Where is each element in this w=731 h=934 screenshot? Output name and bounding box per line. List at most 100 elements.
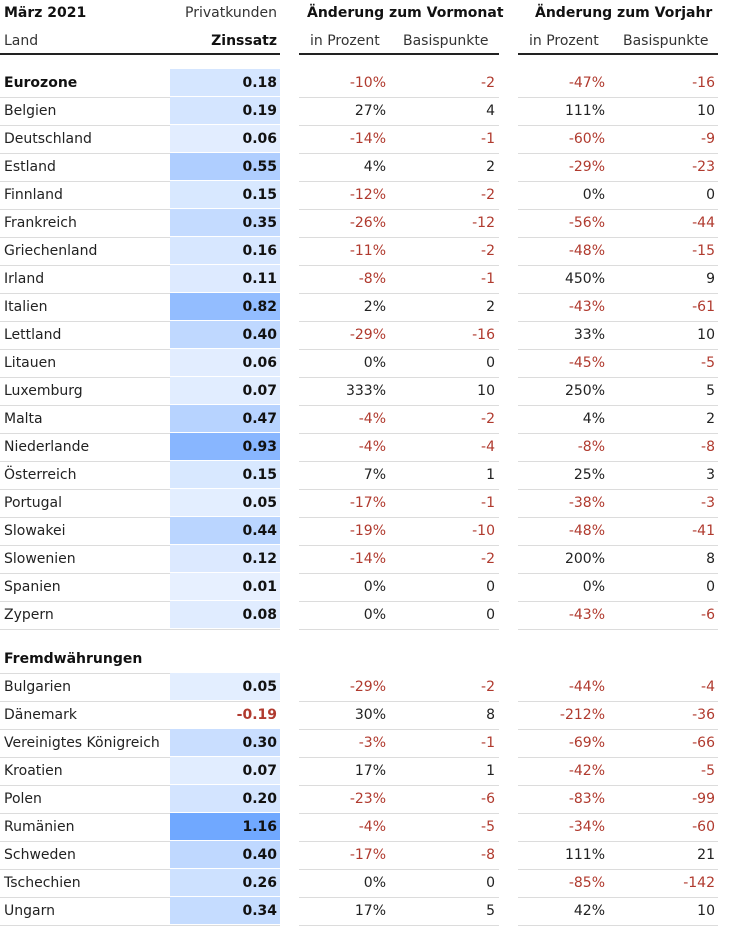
row-divider bbox=[518, 517, 718, 518]
row-divider bbox=[299, 601, 499, 602]
year-bp-value: -44 bbox=[692, 215, 715, 231]
rate-value: 0.01 bbox=[242, 579, 277, 595]
rate-value: 0.30 bbox=[242, 735, 277, 751]
rate-value: 0.11 bbox=[242, 271, 277, 287]
year-bp-value: -99 bbox=[692, 791, 715, 807]
year-bp-value: -61 bbox=[692, 299, 715, 315]
year-bp-value: -16 bbox=[692, 75, 715, 91]
rate-cell-bg bbox=[170, 97, 280, 124]
country-label: Vereinigtes Königreich bbox=[4, 735, 160, 751]
row-divider bbox=[299, 897, 499, 898]
year-bp-value: 10 bbox=[697, 327, 715, 343]
rate-cell-bg bbox=[170, 785, 280, 812]
row-divider bbox=[0, 433, 280, 434]
rate-value: 0.08 bbox=[242, 607, 277, 623]
country-label: Finnland bbox=[4, 187, 63, 203]
country-label: Kroatien bbox=[4, 763, 63, 779]
year-pct-value: -85% bbox=[568, 875, 605, 891]
row-divider bbox=[299, 545, 499, 546]
month-pct-value: 0% bbox=[363, 579, 386, 595]
rate-value: 0.20 bbox=[242, 791, 277, 807]
month-pct-value: -26% bbox=[349, 215, 386, 231]
rate-cell-bg bbox=[170, 125, 280, 152]
header-group-month: Änderung zum Vormonat bbox=[307, 5, 504, 21]
row-divider bbox=[518, 489, 718, 490]
country-label: Litauen bbox=[4, 355, 57, 371]
header-month-pct: in Prozent bbox=[310, 33, 380, 49]
row-divider bbox=[518, 293, 718, 294]
year-bp-value: -8 bbox=[701, 439, 715, 455]
rate-value: 0.55 bbox=[242, 159, 277, 175]
country-label: Spanien bbox=[4, 579, 61, 595]
row-divider bbox=[0, 153, 280, 154]
row-divider bbox=[0, 869, 280, 870]
month-bp-value: -2 bbox=[481, 187, 495, 203]
rate-cell-bg bbox=[170, 293, 280, 320]
row-divider bbox=[518, 349, 718, 350]
row-divider bbox=[518, 925, 718, 926]
month-pct-value: -14% bbox=[349, 551, 386, 567]
year-pct-value: 42% bbox=[573, 903, 605, 919]
month-pct-value: -4% bbox=[358, 411, 386, 427]
row-divider bbox=[299, 125, 499, 126]
month-bp-value: -1 bbox=[481, 131, 495, 147]
rate-cell-bg bbox=[170, 237, 280, 264]
country-label: Malta bbox=[4, 411, 43, 427]
month-pct-value: 2% bbox=[363, 299, 386, 315]
year-pct-value: -45% bbox=[568, 355, 605, 371]
row-divider bbox=[518, 321, 718, 322]
year-pct-value: 111% bbox=[564, 103, 605, 119]
month-bp-value: 0 bbox=[486, 875, 495, 891]
year-bp-value: -142 bbox=[683, 875, 715, 891]
year-bp-value: -3 bbox=[701, 495, 715, 511]
rate-cell-bg bbox=[170, 517, 280, 544]
year-pct-value: -83% bbox=[568, 791, 605, 807]
year-pct-value: -69% bbox=[568, 735, 605, 751]
row-divider bbox=[299, 701, 499, 702]
row-divider bbox=[518, 125, 718, 126]
row-divider bbox=[518, 433, 718, 434]
rate-value: 0.15 bbox=[242, 187, 277, 203]
month-bp-value: 0 bbox=[486, 607, 495, 623]
row-divider bbox=[0, 813, 280, 814]
month-bp-value: 2 bbox=[486, 159, 495, 175]
month-pct-value: -29% bbox=[349, 679, 386, 695]
month-pct-value: -17% bbox=[349, 495, 386, 511]
rate-cell-bg bbox=[170, 897, 280, 924]
month-pct-value: -11% bbox=[349, 243, 386, 259]
row-divider bbox=[299, 349, 499, 350]
rate-cell-bg bbox=[170, 545, 280, 572]
month-bp-value: -2 bbox=[481, 75, 495, 91]
row-divider bbox=[518, 785, 718, 786]
month-pct-value: -10% bbox=[349, 75, 386, 91]
rate-value: 0.05 bbox=[242, 495, 277, 511]
row-divider bbox=[518, 405, 718, 406]
header-rule-left bbox=[0, 53, 280, 55]
rate-value: 0.26 bbox=[242, 875, 277, 891]
month-bp-value: -2 bbox=[481, 551, 495, 567]
month-bp-value: 0 bbox=[486, 579, 495, 595]
year-bp-value: -9 bbox=[701, 131, 715, 147]
year-bp-value: -5 bbox=[701, 763, 715, 779]
country-label: Frankreich bbox=[4, 215, 77, 231]
country-label: Belgien bbox=[4, 103, 57, 119]
rate-value: 0.34 bbox=[242, 903, 277, 919]
year-pct-value: -38% bbox=[568, 495, 605, 511]
rate-cell-bg bbox=[170, 433, 280, 460]
month-pct-value: -3% bbox=[358, 735, 386, 751]
year-pct-value: 250% bbox=[564, 383, 605, 399]
row-divider bbox=[0, 601, 280, 602]
month-pct-value: -19% bbox=[349, 523, 386, 539]
rate-cell-bg bbox=[170, 673, 280, 700]
month-bp-value: -1 bbox=[481, 495, 495, 511]
country-label: Schweden bbox=[4, 847, 76, 863]
rate-value: 0.82 bbox=[242, 299, 277, 315]
rate-cell-bg bbox=[170, 489, 280, 516]
country-label: Polen bbox=[4, 791, 42, 807]
month-bp-value: -6 bbox=[481, 791, 495, 807]
row-divider bbox=[0, 265, 280, 266]
rate-value: 0.40 bbox=[242, 847, 277, 863]
rate-value: 1.16 bbox=[242, 819, 277, 835]
row-divider bbox=[0, 897, 280, 898]
